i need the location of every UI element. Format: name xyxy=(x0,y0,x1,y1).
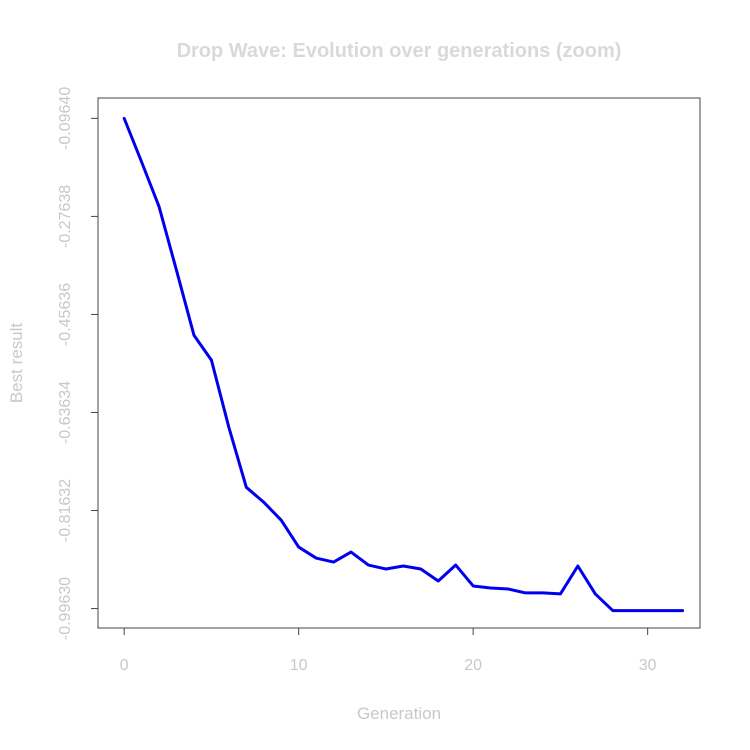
y-tick-label: -0.99630 xyxy=(57,577,74,640)
y-tick-label: -0.09640 xyxy=(57,87,74,150)
series-layer xyxy=(122,116,685,613)
y-tick-label: -0.27638 xyxy=(57,185,74,248)
x-tick-label: 0 xyxy=(120,657,129,674)
plot-box xyxy=(97,97,701,629)
chart-title: Drop Wave: Evolution over generations (z… xyxy=(177,40,622,62)
x-axis: 0 10 20 30 xyxy=(120,627,657,674)
x-tick-label: 10 xyxy=(290,657,308,674)
series-line xyxy=(122,116,685,613)
x-tick-label: 20 xyxy=(464,657,482,674)
y-axis: -0.99630 -0.81632 -0.63634 -0.45636 -0.27638… xyxy=(57,87,99,640)
y-tick-label: -0.63634 xyxy=(57,381,74,444)
y-tick-label: -0.45636 xyxy=(57,283,74,346)
x-tick-label: 30 xyxy=(639,657,657,674)
y-tick-label: -0.81632 xyxy=(57,479,74,542)
y-axis-label: Best result xyxy=(7,323,26,404)
x-axis-label: Generation xyxy=(357,704,441,723)
